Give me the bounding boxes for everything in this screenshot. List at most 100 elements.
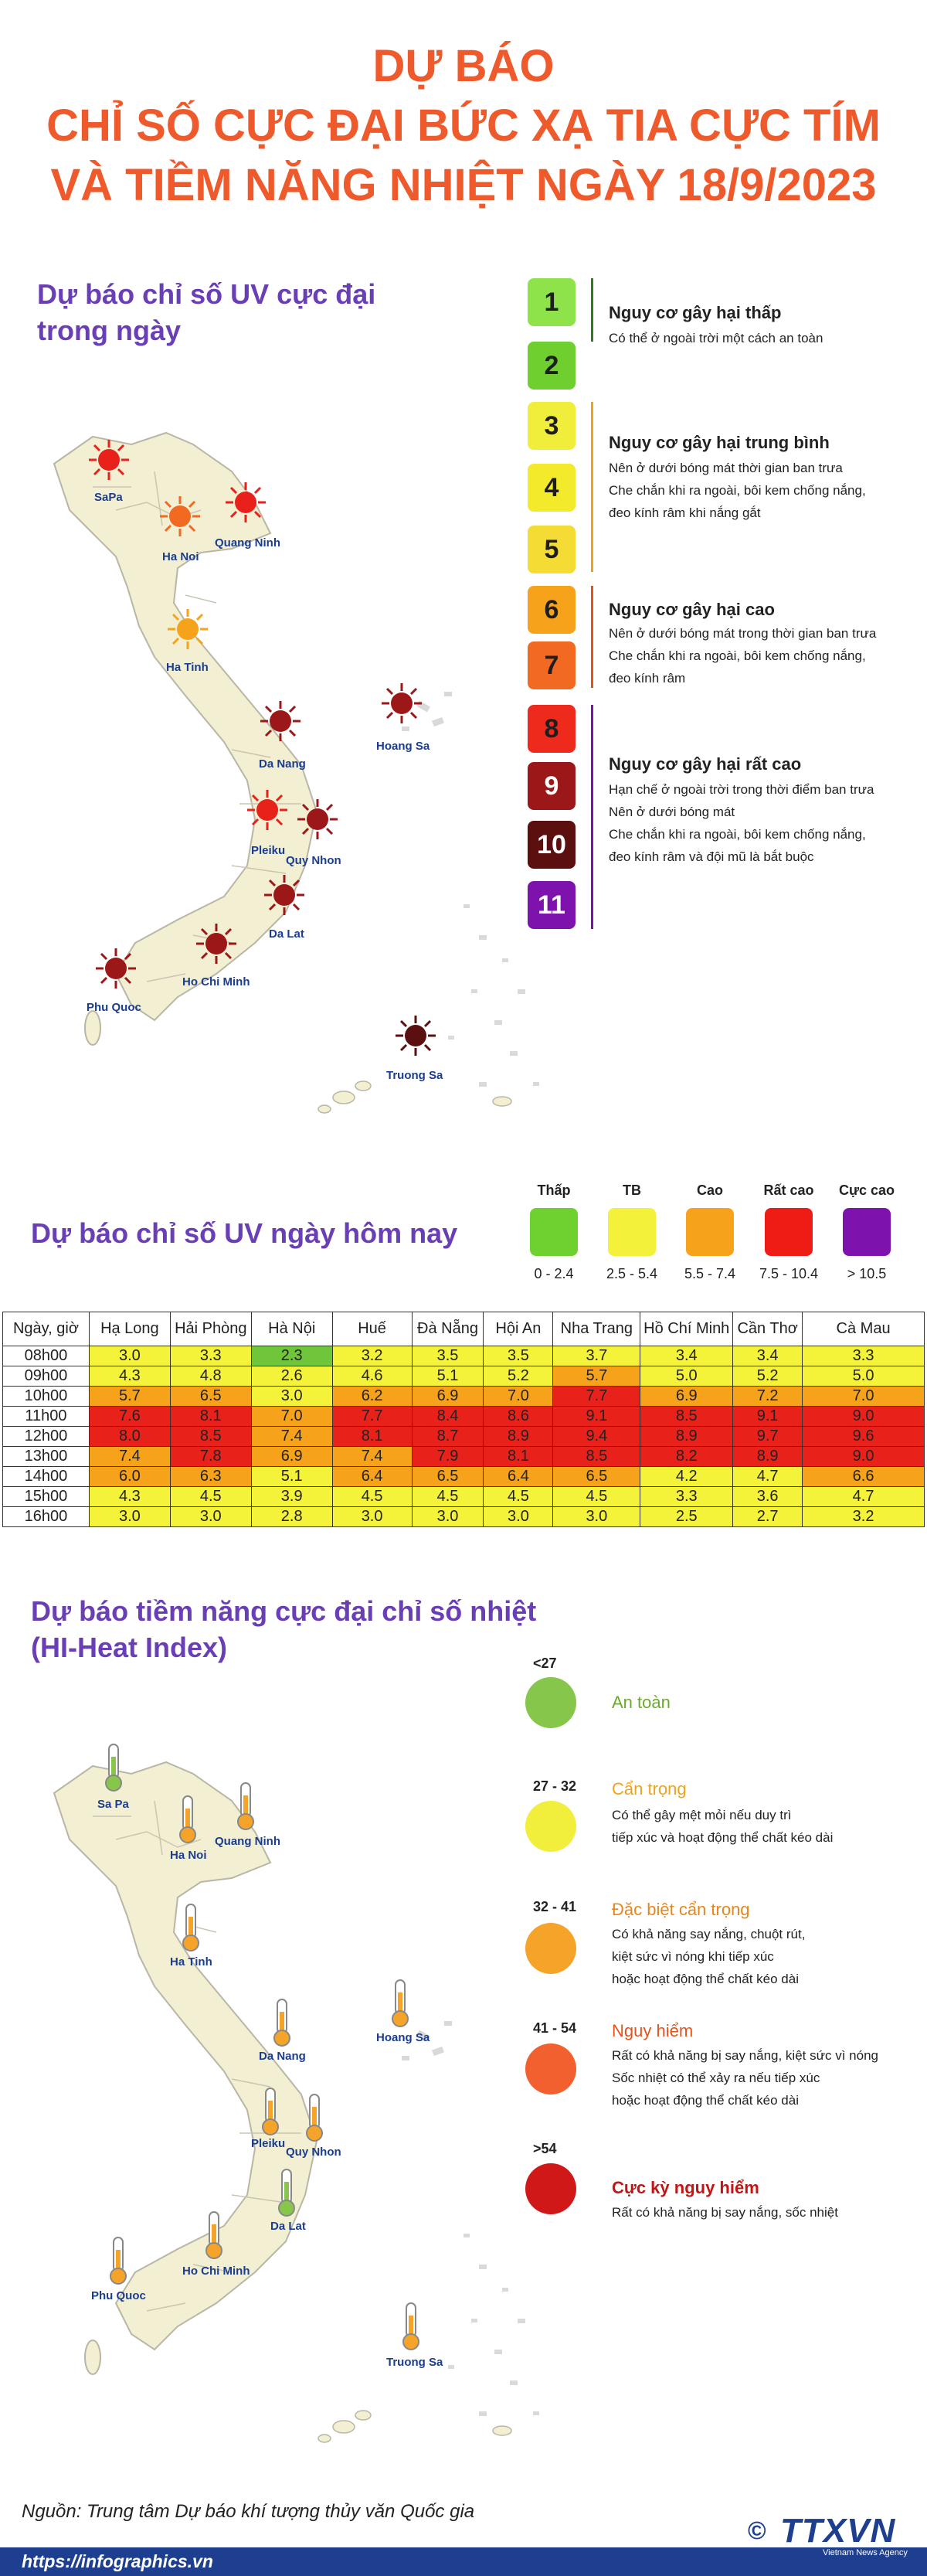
uv-value-cell: 9.1	[552, 1406, 641, 1427]
sun-icon	[380, 682, 423, 725]
uv-value-cell: 3.2	[331, 1346, 413, 1366]
uv-value-cell: 3.0	[411, 1506, 484, 1527]
heat-desc-line: Có thể gây mệt mỏi nếu duy trì	[612, 1808, 792, 1822]
column-header: Hội An	[483, 1312, 554, 1346]
risk-divider-medium	[591, 402, 593, 572]
uv-value-cell: 6.5	[169, 1386, 252, 1407]
uv-level-box-3: 3	[528, 402, 576, 450]
uv-value-cell: 5.2	[732, 1366, 803, 1387]
heat-desc-line: Rất có khả năng bị say nắng, kiệt sức vì…	[612, 2048, 878, 2063]
uv-value-cell: 8.1	[169, 1406, 252, 1427]
heat-level-circle-extreme-caution	[525, 1923, 576, 1974]
uv-value-cell: 8.7	[411, 1426, 484, 1447]
uv-value-cell: 8.6	[483, 1406, 554, 1427]
risk-title-medium: Nguy cơ gây hại trung bình	[609, 433, 830, 452]
city-label-hanoi: Ha Noi	[162, 550, 199, 563]
thermometer-icon	[303, 2093, 326, 2142]
table-row: 12h00 8.0 8.5 7.4 8.1 8.7 8.9 9.4 8.9 9.7 9.6	[2, 1426, 925, 1447]
uv-forecast-table: Ngày, giờ Hạ Long Hải Phòng Hà Nội Huế Đà Nẵn…	[2, 1312, 925, 1527]
uv-value-cell: 7.0	[483, 1386, 554, 1407]
uv-max-heading: Dự báo chỉ số UV cực đại trong ngày	[37, 277, 375, 349]
risk-desc-line: Có thể ở ngoài trời một cách an toàn	[609, 331, 823, 345]
sun-icon	[394, 1014, 437, 1057]
risk-desc-very-high: Hạn chế ở ngoài trời trong thời điểm ban…	[609, 778, 874, 868]
uv-value-cell: 7.7	[552, 1386, 641, 1407]
uv-value-cell: 6.9	[250, 1446, 333, 1467]
city-label-hoangsa: Hoang Sa	[376, 740, 430, 753]
uv-level-box-11: 11	[528, 881, 576, 929]
scale-color-box	[530, 1208, 578, 1256]
source-note: Nguồn: Trung tâm Dự báo khí tượng thủy v…	[22, 2501, 475, 2522]
uv-value-cell: 3.4	[732, 1346, 803, 1366]
uv-value-cell: 3.0	[169, 1506, 252, 1527]
thermometer-icon	[179, 1903, 202, 1952]
uv-value-cell: 3.5	[411, 1346, 484, 1366]
table-body: 08h00 3.0 3.3 2.3 3.2 3.5 3.5 3.7 3.4 3.4 3.3 09h00…	[2, 1346, 925, 1527]
thermometer-icon	[176, 1795, 199, 1844]
city-label-truongsa: Truong Sa	[386, 2356, 443, 2369]
heat-title-caution: Cẩn trọng	[612, 1779, 687, 1798]
city-label-phuquoc: Phu Quoc	[91, 2289, 146, 2302]
table-row: 08h00 3.0 3.3 2.3 3.2 3.5 3.5 3.7 3.4 3.4 3.3	[2, 1346, 925, 1366]
uv-value-cell: 8.1	[483, 1446, 554, 1467]
uv-value-cell: 2.6	[250, 1366, 333, 1387]
uv-value-cell: 9.6	[802, 1426, 925, 1447]
copyright-symbol: ©	[748, 2516, 766, 2544]
sun-icon	[296, 798, 339, 841]
heat-heading-line1: Dự báo tiềm năng cực đại chỉ số nhiệt	[31, 1595, 537, 1627]
heat-level-circle-safe	[525, 1677, 576, 1728]
risk-desc-line: Nên ở dưới bóng mát	[609, 805, 735, 819]
scale-label: Thấp	[537, 1183, 571, 1198]
uv-value-cell: 5.7	[88, 1386, 171, 1407]
city-label-quangninh: Quang Ninh	[215, 536, 280, 550]
uv-value-cell: 6.5	[552, 1466, 641, 1487]
sun-icon	[166, 607, 209, 651]
uv-value-cell: 3.3	[802, 1346, 925, 1366]
city-label-dalat: Da Lat	[270, 2220, 306, 2233]
uv-value-cell: 7.4	[331, 1446, 413, 1467]
uv-value-cell: 5.1	[250, 1466, 333, 1487]
uv-value-cell: 7.6	[88, 1406, 171, 1427]
thermometer-icon	[202, 2210, 226, 2260]
uv-value-cell: 6.4	[331, 1466, 413, 1487]
heat-level-circle-caution	[525, 1801, 576, 1852]
thermometer-icon	[234, 1781, 257, 1831]
heat-desc-line: Có khả năng say nắng, chuột rút,	[612, 1927, 806, 1941]
heat-desc-extreme-caution: Có khả năng say nắng, chuột rút, kiệt sứ…	[612, 1923, 805, 1990]
table-row: 10h00 5.7 6.5 3.0 6.2 6.9 7.0 7.7 6.9 7.2 7.0	[2, 1386, 925, 1407]
scale-label: Rất cao	[763, 1183, 814, 1198]
table-row: 09h00 4.3 4.8 2.6 4.6 5.1 5.2 5.7 5.0 5.2 5.0	[2, 1366, 925, 1387]
uv-level-box-9: 9	[528, 762, 576, 810]
sun-icon	[259, 699, 302, 743]
scale-color-box	[686, 1208, 734, 1256]
table-row: 11h00 7.6 8.1 7.0 7.7 8.4 8.6 9.1 8.5 9.1 9.0	[2, 1406, 925, 1427]
uv-value-cell: 2.5	[640, 1506, 734, 1527]
uv-value-cell: 4.3	[88, 1366, 171, 1387]
title-line-2: CHỈ SỐ CỰC ĐẠI BỨC XẠ TIA CỰC TÍM	[46, 100, 881, 151]
scale-range: 7.5 - 10.4	[759, 1266, 819, 1281]
heat-title-danger: Nguy hiểm	[612, 2021, 694, 2040]
uv-level-box-6: 6	[528, 586, 576, 634]
uv-value-cell: 2.3	[250, 1346, 333, 1366]
thermometer-icon	[102, 1743, 125, 1792]
uv-value-cell: 7.2	[732, 1386, 803, 1407]
risk-desc-low: Có thể ở ngoài trời một cách an toàn	[609, 327, 823, 349]
city-label-pleiku: Pleiku	[251, 844, 286, 857]
uv-value-cell: 6.5	[411, 1466, 484, 1487]
uv-max-heading-line2: trong ngày	[37, 314, 181, 346]
uv-value-cell: 5.2	[483, 1366, 554, 1387]
uv-value-cell: 9.7	[732, 1426, 803, 1447]
risk-divider-very-high	[591, 705, 593, 929]
uv-value-cell: 4.7	[802, 1486, 925, 1507]
footer-url-link[interactable]: https://infographics.vn	[22, 2551, 213, 2571]
scale-range: 2.5 - 5.4	[606, 1266, 658, 1281]
uv-value-cell: 3.4	[640, 1346, 734, 1366]
uv-level-box-5: 5	[528, 526, 576, 573]
logo-subtitle: Vietnam News Agency	[823, 2548, 908, 2557]
sun-icon	[158, 495, 202, 538]
uv-value-cell: 7.4	[88, 1446, 171, 1467]
city-label-quangninh: Quang Ninh	[215, 1835, 280, 1848]
column-header: Cà Mau	[802, 1312, 925, 1346]
scale-range: > 10.5	[847, 1266, 887, 1281]
scale-color-box	[843, 1208, 891, 1256]
